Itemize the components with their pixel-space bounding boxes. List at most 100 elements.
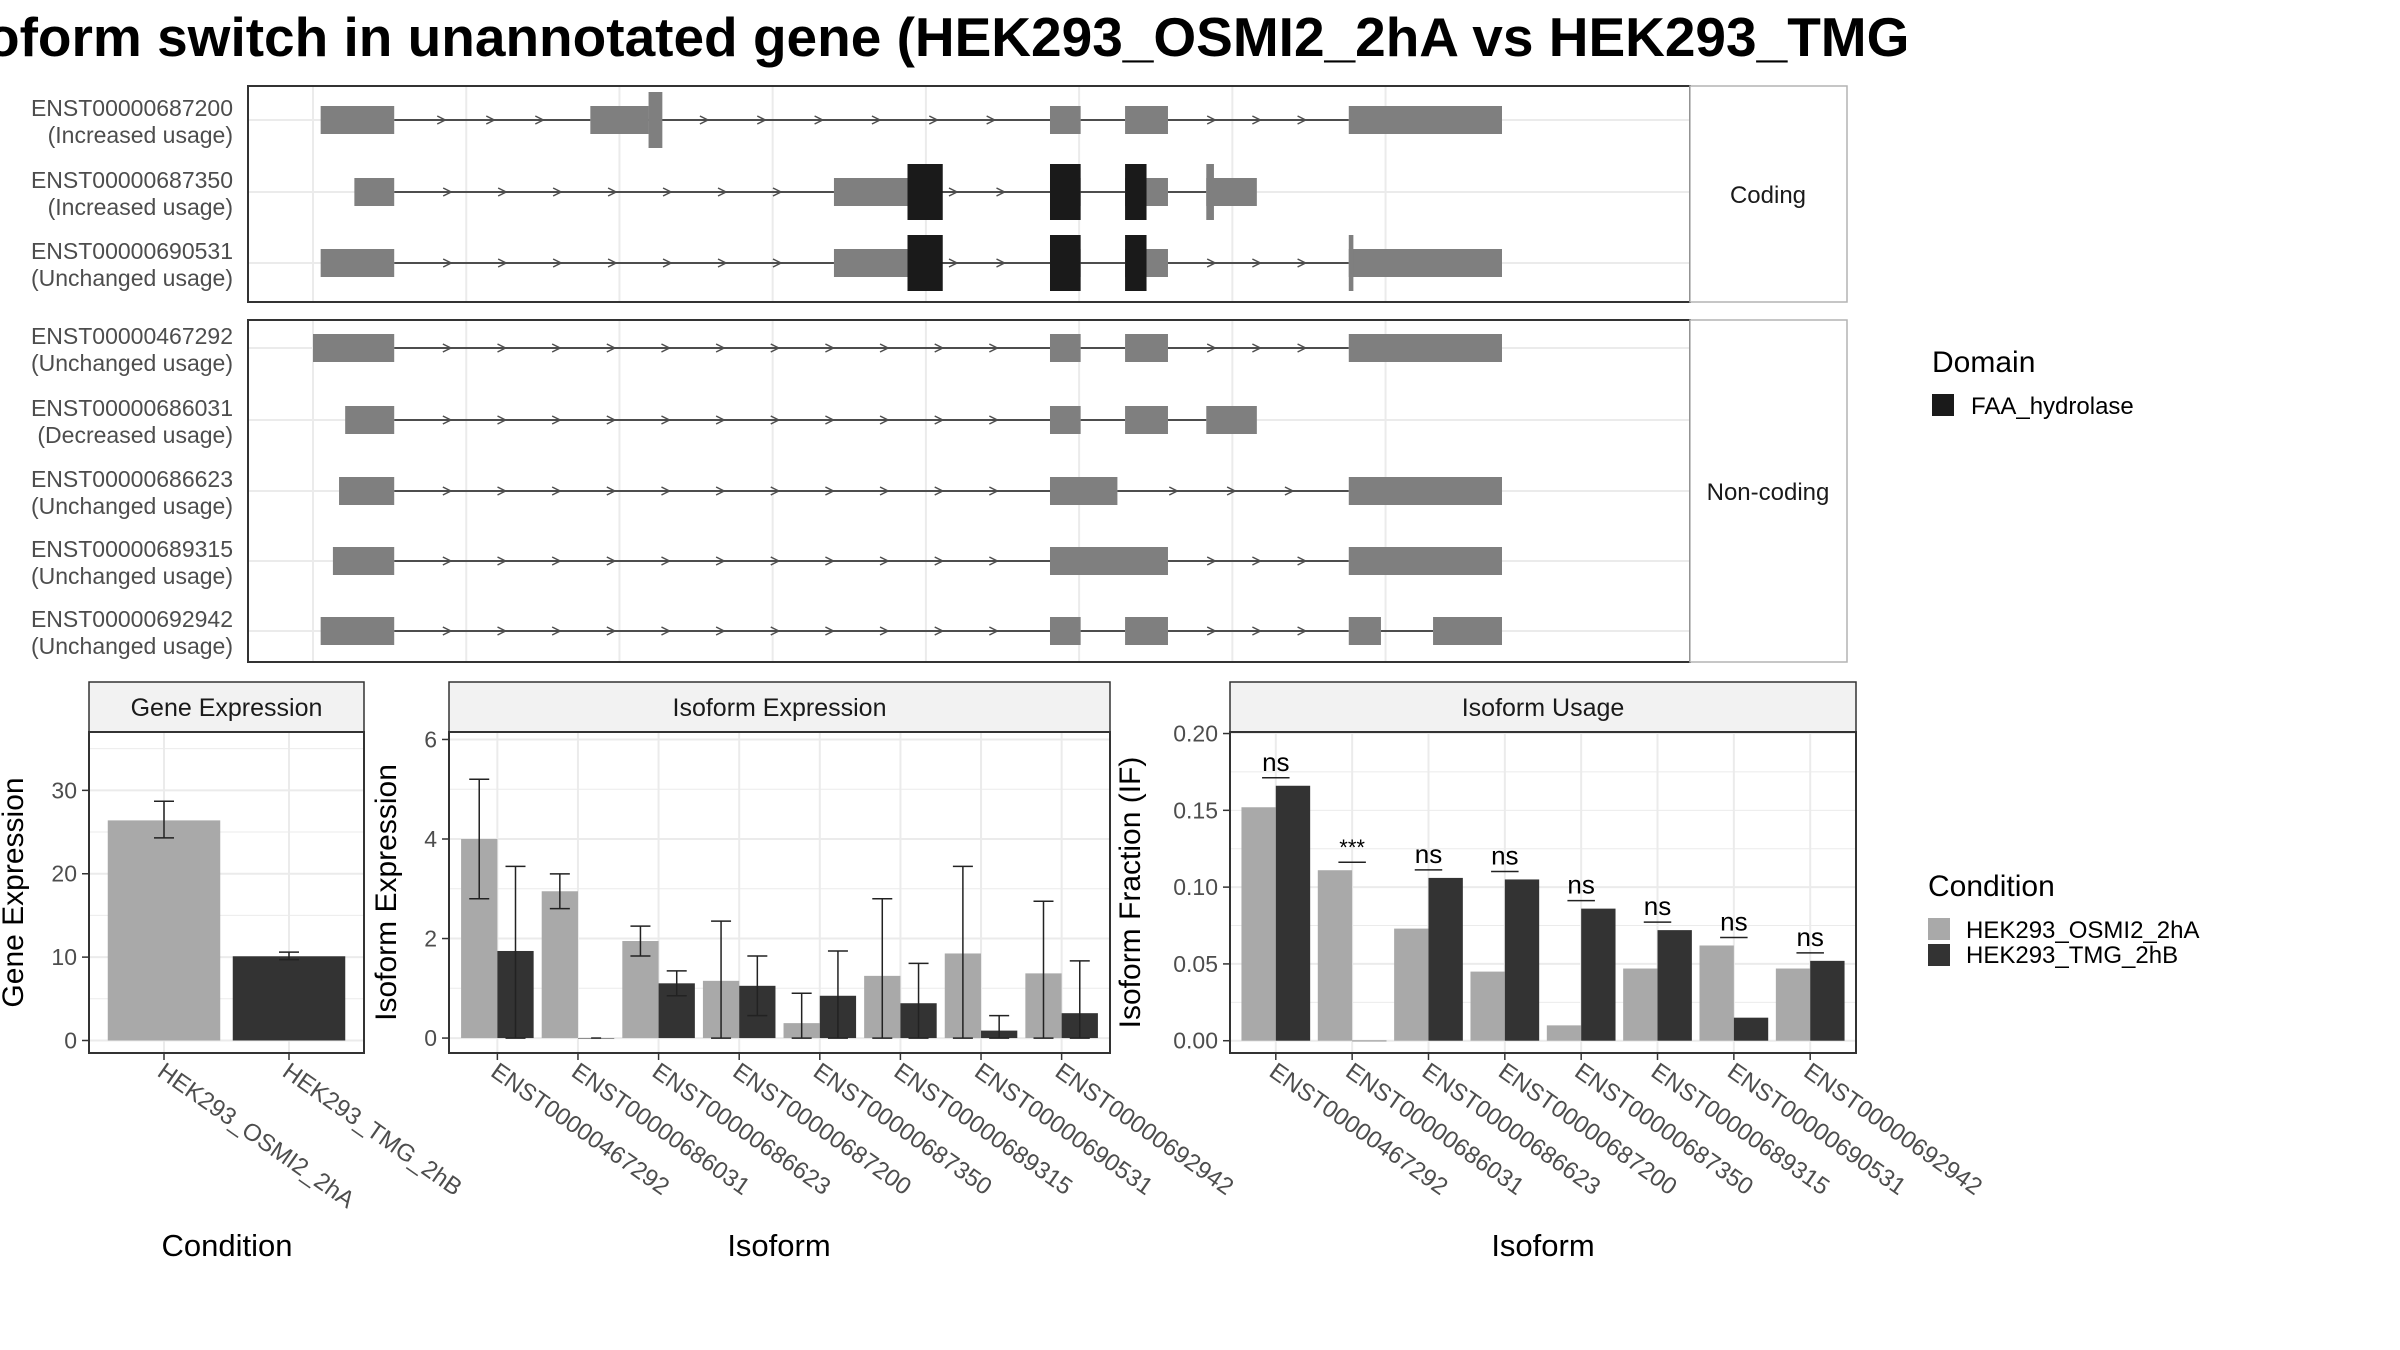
y-tick-label: 0.05 (1173, 951, 1218, 977)
bar-chart-panels: Gene Expression0102030HEK293_OSMI2_2hAHE… (0, 681, 1987, 1263)
exon (332, 547, 395, 575)
intron-arrow (661, 556, 672, 566)
intron-arrow (948, 187, 959, 197)
intron-arrow (442, 486, 453, 496)
domain-legend-swatch (1932, 394, 1954, 416)
bar (107, 820, 221, 1041)
intron-arrow (497, 486, 508, 496)
intron-arrow (497, 415, 508, 425)
intron-arrow (934, 626, 945, 636)
exon (345, 406, 395, 434)
y-tick-label: 0 (424, 1025, 437, 1051)
transcript-usage-label: (Increased usage) (48, 194, 233, 220)
transcript-row: ENST00000689315(Unchanged usage) (31, 536, 1502, 589)
bar (1581, 908, 1616, 1041)
facet-label: Coding (1730, 182, 1806, 209)
intron-arrow (825, 415, 836, 425)
condition-legend-item: HEK293_OSMI2_2hA (1966, 917, 2199, 944)
figure-title: oform switch in unannotated gene (HEK293… (0, 6, 1909, 68)
intron-arrow (814, 115, 825, 125)
exon (1348, 106, 1502, 134)
intron-arrow (606, 556, 617, 566)
bar (1394, 928, 1429, 1041)
bar (1623, 968, 1658, 1041)
intron-arrow (1252, 626, 1263, 636)
bar (1810, 960, 1845, 1041)
intron-arrow (770, 556, 781, 566)
intron-arrow (552, 258, 563, 268)
intron-arrow (497, 626, 508, 636)
transcript-usage-label: (Decreased usage) (37, 422, 233, 448)
intron-arrow (879, 486, 890, 496)
intron-arrow (717, 258, 728, 268)
exon (1049, 334, 1081, 362)
bar (1699, 945, 1734, 1041)
intron-arrow (989, 343, 1000, 353)
significance-label: ns (1644, 891, 1671, 921)
panel-border (88, 731, 365, 1054)
x-axis-label: Condition (162, 1228, 293, 1263)
exon (320, 106, 395, 134)
significance-label: ns (1720, 906, 1747, 936)
intron-arrow (715, 486, 726, 496)
y-axis-label: Isoform Expression (370, 764, 403, 1021)
significance-label: ns (1415, 839, 1442, 869)
bar (1241, 807, 1276, 1041)
transcript-id-label: ENST00000686031 (31, 395, 233, 421)
facet-strip (448, 681, 1111, 733)
intron-arrow (996, 258, 1007, 268)
transcript-usage-label: (Unchanged usage) (31, 633, 233, 659)
y-axis-label: Gene Expression (0, 777, 30, 1007)
bar (1275, 785, 1311, 1041)
intron-arrow (928, 115, 939, 125)
intron-arrow (770, 626, 781, 636)
bar (1470, 971, 1505, 1041)
intron-arrow (551, 556, 562, 566)
facet-title: Gene Expression (131, 694, 323, 722)
y-tick-label: 4 (424, 826, 437, 852)
significance-label: *** (1339, 835, 1365, 860)
intron-arrow (699, 115, 710, 125)
exon (1125, 334, 1168, 362)
intron-arrow (1226, 486, 1237, 496)
y-tick-label: 0.00 (1173, 1028, 1218, 1054)
exon (1348, 334, 1502, 362)
intron-arrow (715, 626, 726, 636)
intron-arrow (715, 415, 726, 425)
panel-isoform-usage: Isoform Usage ns *** ns ns ns ns ns ns 0.00 0.05 0.… (1114, 681, 1987, 1263)
exon (1049, 617, 1081, 645)
domain-block (907, 164, 943, 220)
y-tick-label: 0.15 (1173, 797, 1218, 823)
x-axis-label: Isoform (727, 1228, 830, 1263)
bar (1428, 877, 1463, 1041)
intron-arrow (485, 115, 496, 125)
intron-arrow (934, 415, 945, 425)
exon (1206, 406, 1257, 434)
y-tick-label: 10 (51, 944, 77, 970)
coding-exon (1348, 235, 1354, 291)
y-tick-label: 0 (64, 1027, 77, 1053)
exon (1348, 477, 1502, 505)
exon (590, 106, 649, 134)
intron-arrow (986, 115, 997, 125)
exon (1049, 547, 1168, 575)
transcript-row: ENST00000690531(Unchanged usage) (31, 235, 1502, 291)
facet-title: Isoform Usage (1462, 694, 1625, 722)
y-tick-label: 0.10 (1173, 874, 1218, 900)
facet-title: Isoform Expression (673, 694, 887, 722)
intron-arrow (1252, 343, 1263, 353)
coding-exon (648, 92, 663, 148)
intron-arrow (551, 626, 562, 636)
exon (1433, 617, 1502, 645)
intron-arrow (606, 626, 617, 636)
legends: Domain FAA_hydrolase Condition HEK293_OSMI2… (1928, 346, 2199, 969)
intron-arrow (770, 415, 781, 425)
intron-arrow (1168, 486, 1179, 496)
intron-arrow (772, 187, 783, 197)
intron-arrow (442, 343, 453, 353)
exon (1348, 547, 1502, 575)
bar (622, 941, 659, 1039)
intron-arrow (1206, 556, 1217, 566)
